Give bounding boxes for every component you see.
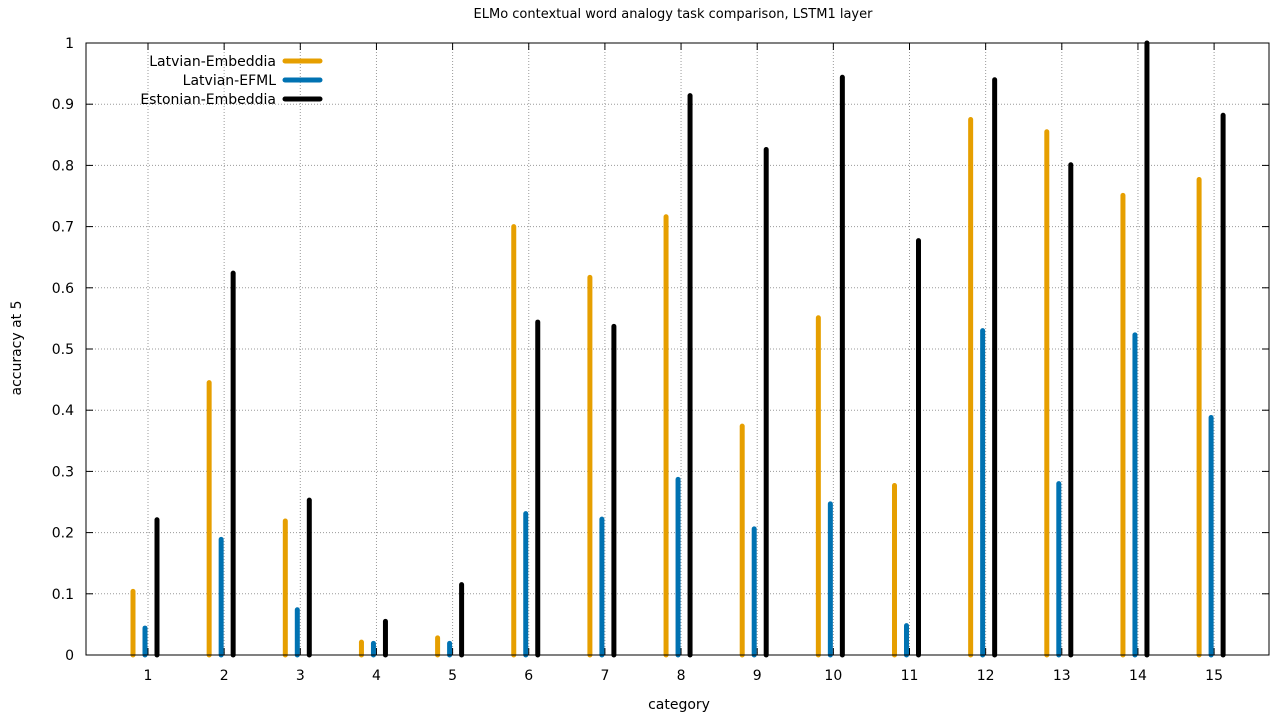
- y-tick-label: 0.6: [52, 281, 74, 297]
- chart-title: ELMo contextual word analogy task compar…: [474, 7, 874, 22]
- y-tick-label: 1: [65, 36, 74, 52]
- y-tick-label: 0.5: [52, 342, 74, 358]
- y-tick-label: 0.7: [52, 220, 74, 236]
- x-tick-label: 4: [372, 668, 381, 684]
- y-tick-label: 0.2: [52, 526, 74, 542]
- x-tick-label: 7: [600, 668, 609, 684]
- y-axis-label: accuracy at 5: [9, 300, 25, 395]
- y-tick-label: 0.3: [52, 464, 74, 480]
- x-tick-label: 6: [524, 668, 533, 684]
- y-tick-label: 0.8: [52, 158, 74, 174]
- x-tick-label: 9: [753, 668, 762, 684]
- x-tick-label: 15: [1205, 668, 1223, 684]
- x-tick-label: 10: [824, 668, 842, 684]
- x-tick-label: 13: [1053, 668, 1071, 684]
- x-tick-label: 8: [677, 668, 686, 684]
- x-axis-label: category: [648, 697, 710, 713]
- y-tick-label: 0: [65, 648, 74, 664]
- gridlines: [86, 43, 1269, 655]
- legend-label-3: Estonian-Embeddia: [140, 92, 276, 108]
- x-tick-label: 14: [1129, 668, 1147, 684]
- plot-frame: [85, 42, 1270, 656]
- axes: 00.10.20.30.40.50.60.70.80.911 2 3 4 5 6 7 8 9 10…: [52, 36, 1270, 684]
- y-tick-label: 0.4: [52, 403, 74, 419]
- legend: Latvian-Embeddia Latvian-EFML Estonian-Emb…: [140, 54, 323, 108]
- x-tick-label: 3: [296, 668, 305, 684]
- x-tick-label: 12: [977, 668, 995, 684]
- x-tick-label: 11: [901, 668, 919, 684]
- y-tick-label: 0.1: [52, 587, 74, 603]
- x-tick-label: 5: [448, 668, 457, 684]
- bars: [130, 40, 1226, 658]
- x-tick-label: 2: [220, 668, 229, 684]
- legend-label-2: Latvian-EFML: [183, 73, 277, 89]
- x-tick-label: 1: [144, 668, 153, 684]
- legend-label-1: Latvian-Embeddia: [149, 54, 276, 70]
- y-tick-label: 0.9: [52, 97, 74, 113]
